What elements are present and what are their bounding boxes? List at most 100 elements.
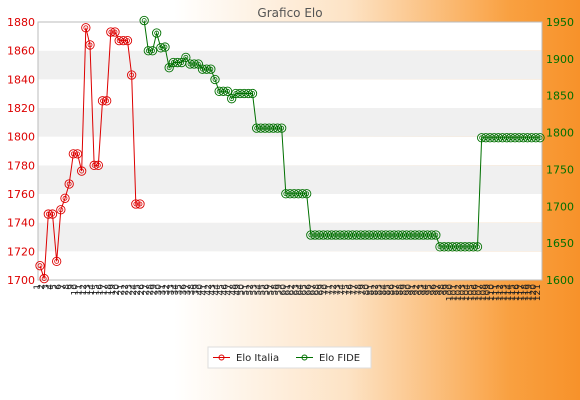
grid-band (38, 108, 542, 137)
x-tick-label: 65 (300, 284, 310, 295)
left-y-axis: 1700 1720 1740 1760 1780 1800 1820 1840 1860 1880 (7, 16, 35, 287)
grid-band (38, 194, 542, 223)
left-y-tick-label: 1720 (7, 245, 35, 258)
data-point (247, 88, 258, 99)
x-tick-label: 108 (479, 284, 489, 301)
data-point (302, 189, 312, 199)
x-tick-label: 89 (400, 284, 410, 296)
x-tick-label: 27 (141, 284, 151, 295)
data-point (47, 209, 58, 219)
data-point (131, 199, 141, 209)
x-tick-label: 68 (312, 284, 322, 296)
x-tick-label: 29 (150, 284, 160, 296)
x-tick-label: 33 (166, 284, 176, 295)
left-y-tick-label: 1800 (7, 131, 35, 144)
x-tick-label: 81 (366, 284, 376, 295)
data-point-inner (162, 44, 168, 50)
data-point-inner (141, 18, 147, 23)
x-tick-label: 54 (254, 284, 264, 296)
data-point-inner (37, 263, 43, 269)
x-tick-label: 64 (296, 284, 306, 296)
x-tick-label: 16 (96, 284, 106, 296)
x-tick-label: 105 (466, 284, 476, 301)
data-point (85, 40, 95, 50)
x-tick-label: 106 (471, 284, 481, 301)
x-tick-label: 66 (304, 284, 314, 296)
x-tick-label: 74 (337, 284, 347, 296)
x-tick-label: 23 (125, 284, 135, 295)
left-y-tick-label: 1740 (7, 217, 35, 230)
data-point (277, 123, 287, 133)
data-point (243, 88, 253, 99)
grid-band (38, 136, 542, 166)
x-tick-label: 96 (429, 284, 439, 296)
data-point (56, 205, 66, 215)
x-tick-label: 56 (262, 284, 272, 296)
data-point-inner (279, 125, 285, 131)
data-point (60, 193, 70, 203)
x-tick-label: 107 (475, 284, 485, 301)
right-y-tick-label: 1850 (546, 90, 574, 103)
x-tick-label: 48 (229, 284, 239, 296)
data-point (222, 86, 233, 96)
x-tick-label: 7 (58, 284, 68, 290)
x-tick-label: 114 (504, 284, 514, 301)
x-tick-label: 80 (362, 284, 372, 296)
x-tick-label: 30 (154, 284, 164, 296)
x-tick-label: 46 (221, 284, 231, 296)
data-point (152, 28, 162, 38)
x-tick-label: 31 (158, 284, 168, 295)
x-tick-label: 79 (358, 284, 368, 296)
legend-label-elo-fide: Elo FIDE (319, 353, 360, 364)
data-point (156, 43, 166, 53)
x-tick-label: 104 (462, 284, 472, 301)
x-tick-label: 52 (246, 284, 256, 295)
series-elo-fide (139, 15, 545, 252)
x-tick-label: 32 (162, 284, 172, 295)
x-tick-label: 111 (491, 284, 501, 301)
data-point-inner (104, 98, 110, 104)
legend: Elo Italia Elo FIDE (207, 346, 372, 369)
x-tick-label: 58 (271, 284, 281, 296)
right-y-tick-label: 1600 (546, 274, 574, 287)
x-tick-label: 87 (391, 284, 401, 295)
data-point-inner (183, 54, 189, 60)
x-tick-label: 115 (508, 284, 518, 301)
x-tick-label: 120 (529, 284, 539, 301)
x-tick-label: 109 (483, 284, 493, 301)
left-y-tick-label: 1700 (7, 274, 35, 287)
data-point-inner (179, 60, 185, 65)
x-tick-label: 101 (450, 284, 460, 301)
x-tick-label: 36 (179, 284, 189, 296)
data-point-inner (112, 29, 118, 35)
data-point (110, 27, 120, 37)
x-tick-label: 63 (291, 284, 301, 295)
x-tick-label: 85 (383, 284, 393, 295)
x-tick-label: 102 (454, 284, 464, 301)
data-point (427, 230, 437, 240)
left-y-tick-label: 1860 (7, 45, 35, 58)
x-tick-label: 67 (308, 284, 318, 295)
data-point-inner (62, 195, 68, 201)
legend-box (207, 346, 372, 369)
x-tick-label: 34 (171, 284, 181, 296)
x-tick-label: 11 (75, 284, 85, 295)
x-tick-label: 88 (396, 284, 406, 296)
data-point-inner (150, 48, 155, 54)
x-tick-label: 72 (329, 284, 339, 295)
chart-title: Grafico Elo (257, 6, 322, 20)
data-point (531, 133, 541, 143)
x-tick-label: 45 (216, 284, 226, 295)
data-point (102, 96, 112, 106)
data-point (468, 242, 478, 252)
x-tick-label: 13 (83, 284, 93, 295)
x-tick-label: 117 (516, 284, 526, 301)
x-tick-label: 38 (187, 284, 197, 296)
data-point-inner (166, 65, 172, 71)
x-tick-label: 6 (54, 284, 64, 290)
right-y-tick-label: 1750 (546, 163, 574, 176)
x-tick-label: 24 (129, 284, 139, 296)
data-point (81, 23, 91, 33)
